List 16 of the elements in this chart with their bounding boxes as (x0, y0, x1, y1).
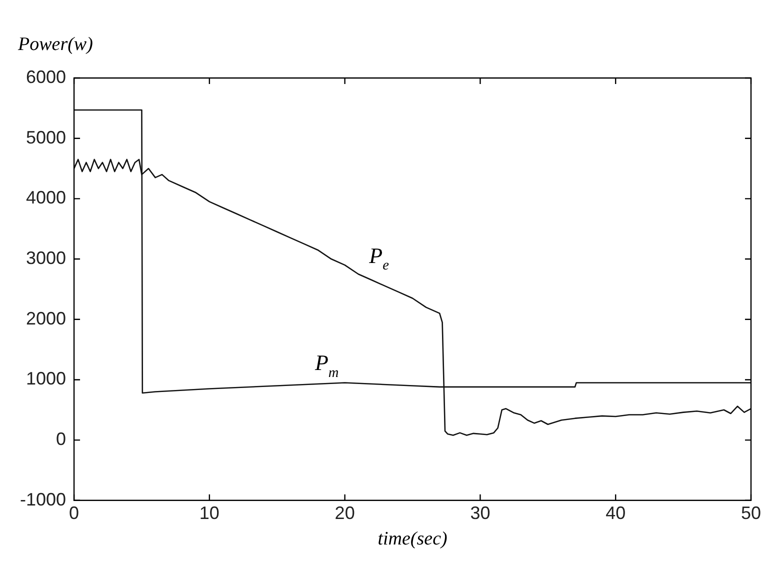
y-tick-label: -1000 (20, 489, 66, 510)
y-tick-label: 6000 (26, 66, 66, 87)
x-tick-label: 40 (606, 503, 626, 524)
x-tick-label: 0 (69, 503, 80, 524)
x-tick-label: 10 (199, 503, 220, 524)
y-tick-label: 3000 (26, 248, 66, 268)
y-tick-label: 2000 (26, 308, 66, 328)
y-tick-label: 0 (56, 429, 66, 450)
y-axis-title: Power(w) (17, 34, 93, 55)
x-tick-label: 50 (740, 503, 762, 524)
x-tick-label: 20 (334, 503, 355, 524)
y-tick-label: 4000 (26, 188, 66, 208)
y-tick-label: 1000 (26, 368, 66, 389)
x-tick-label: 30 (470, 503, 490, 524)
x-axis-title: time(sec) (378, 528, 448, 550)
y-tick-label: 5000 (26, 127, 66, 148)
